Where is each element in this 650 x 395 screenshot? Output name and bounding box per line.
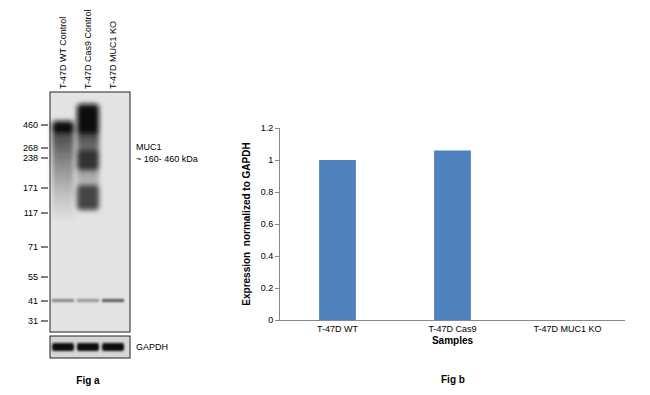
- svg-text:1: 1: [268, 155, 273, 165]
- svg-text:238: 238: [23, 153, 38, 163]
- svg-text:0.2: 0.2: [261, 283, 274, 293]
- svg-text:0.4: 0.4: [261, 251, 274, 261]
- svg-text:Samples: Samples: [432, 335, 474, 346]
- svg-text:T-47D WT Control: T-47D WT Control: [58, 17, 68, 89]
- svg-text:Fig b: Fig b: [441, 374, 465, 385]
- svg-text:T-47D MUC1 KO: T-47D MUC1 KO: [108, 21, 118, 89]
- svg-text:MUC1: MUC1: [136, 142, 162, 152]
- svg-text:~ 160- 460 kDa: ~ 160- 460 kDa: [136, 154, 198, 164]
- svg-text:268: 268: [23, 143, 38, 153]
- svg-text:0: 0: [268, 315, 273, 325]
- svg-text:460: 460: [23, 120, 38, 130]
- svg-text:117: 117: [24, 208, 38, 218]
- svg-text:1.2: 1.2: [261, 123, 274, 133]
- svg-text:Fig a: Fig a: [76, 375, 100, 386]
- svg-text:0.8: 0.8: [261, 187, 274, 197]
- svg-text:T-47D MUC1 KO: T-47D MUC1 KO: [533, 324, 601, 334]
- svg-text:171: 171: [23, 183, 38, 193]
- svg-text:Expression normalized to GAPD: Expression normalized to GAPDH: [241, 142, 252, 305]
- svg-text:T-47D Cas9 Control: T-47D Cas9 Control: [83, 9, 93, 89]
- svg-text:0.6: 0.6: [261, 219, 274, 229]
- svg-text:41: 41: [28, 296, 38, 306]
- svg-text:55: 55: [28, 272, 38, 282]
- svg-text:GAPDH: GAPDH: [136, 342, 168, 352]
- svg-text:31: 31: [28, 316, 38, 326]
- svg-text:71: 71: [28, 242, 38, 252]
- svg-text:T-47D Cas9: T-47D Cas9: [428, 324, 476, 334]
- svg-text:T-47D WT: T-47D WT: [317, 324, 359, 334]
